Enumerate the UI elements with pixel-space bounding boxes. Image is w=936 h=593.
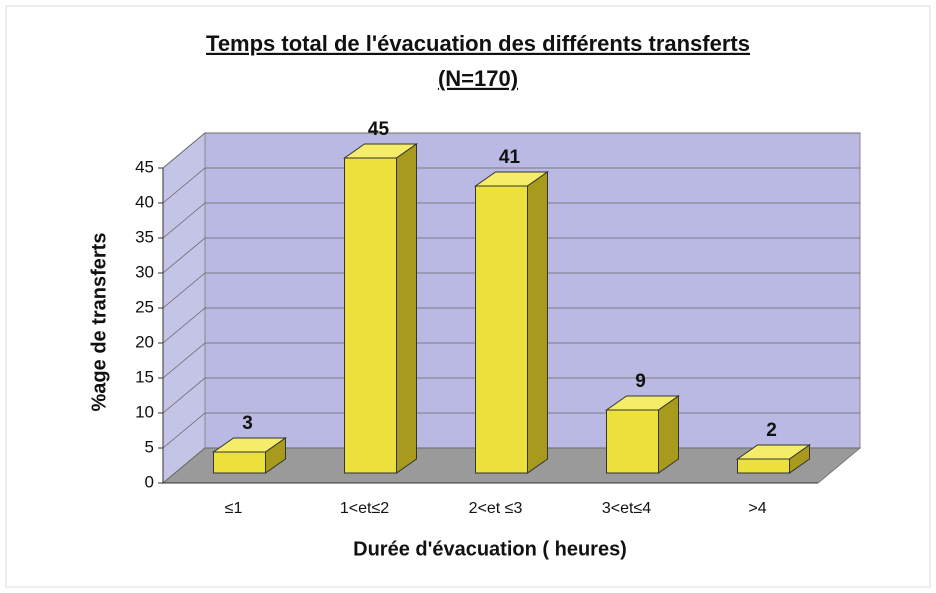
y-tick-label: 15 <box>135 367 154 386</box>
y-tick-label: 45 <box>135 157 154 176</box>
x-tick-label: 1<et≤2 <box>340 500 389 517</box>
x-tick-label: 2<et ≤3 <box>469 500 523 517</box>
x-tick-label: 3<et≤4 <box>602 500 651 517</box>
bar <box>737 458 790 474</box>
bar-side <box>265 437 286 474</box>
bar <box>213 451 266 474</box>
y-tick-label: 30 <box>135 262 154 281</box>
y-tick-label: 25 <box>135 297 154 316</box>
y-tick-label: 40 <box>135 192 154 211</box>
bar <box>606 409 659 474</box>
grid-line <box>162 377 860 414</box>
y-tick-label: 5 <box>145 437 154 456</box>
value-label: 9 <box>635 371 646 392</box>
bar-side <box>789 444 810 474</box>
grid-line <box>162 132 860 169</box>
x-axis-label: Durée d'évacuation ( heures) <box>353 538 627 560</box>
value-label: 2 <box>766 420 777 441</box>
y-tick-label: 20 <box>135 332 154 351</box>
bar <box>475 185 528 474</box>
y-axis-label: %age de transferts <box>88 233 110 412</box>
chart-title: Temps total de l'évacuation des différen… <box>206 31 750 56</box>
value-label: 41 <box>499 147 521 168</box>
x-tick-label: >4 <box>748 500 766 517</box>
bar-side <box>527 171 548 474</box>
grid-line <box>162 167 860 204</box>
grid-line <box>162 307 860 344</box>
bar-side <box>658 395 679 474</box>
grid-line <box>162 237 860 274</box>
y-tick-label: 10 <box>135 402 154 421</box>
grid-line <box>162 342 860 379</box>
y-tick-label: 0 <box>145 472 154 491</box>
grid-line <box>162 272 860 309</box>
x-tick-label: ≤1 <box>225 500 243 517</box>
chart-subtitle: (N=170) <box>438 66 518 91</box>
bar <box>344 157 397 474</box>
value-label: 45 <box>368 119 390 140</box>
bar-side <box>396 143 417 474</box>
value-label: 3 <box>242 413 253 434</box>
grid-line <box>162 202 860 239</box>
y-tick-label: 35 <box>135 227 154 246</box>
